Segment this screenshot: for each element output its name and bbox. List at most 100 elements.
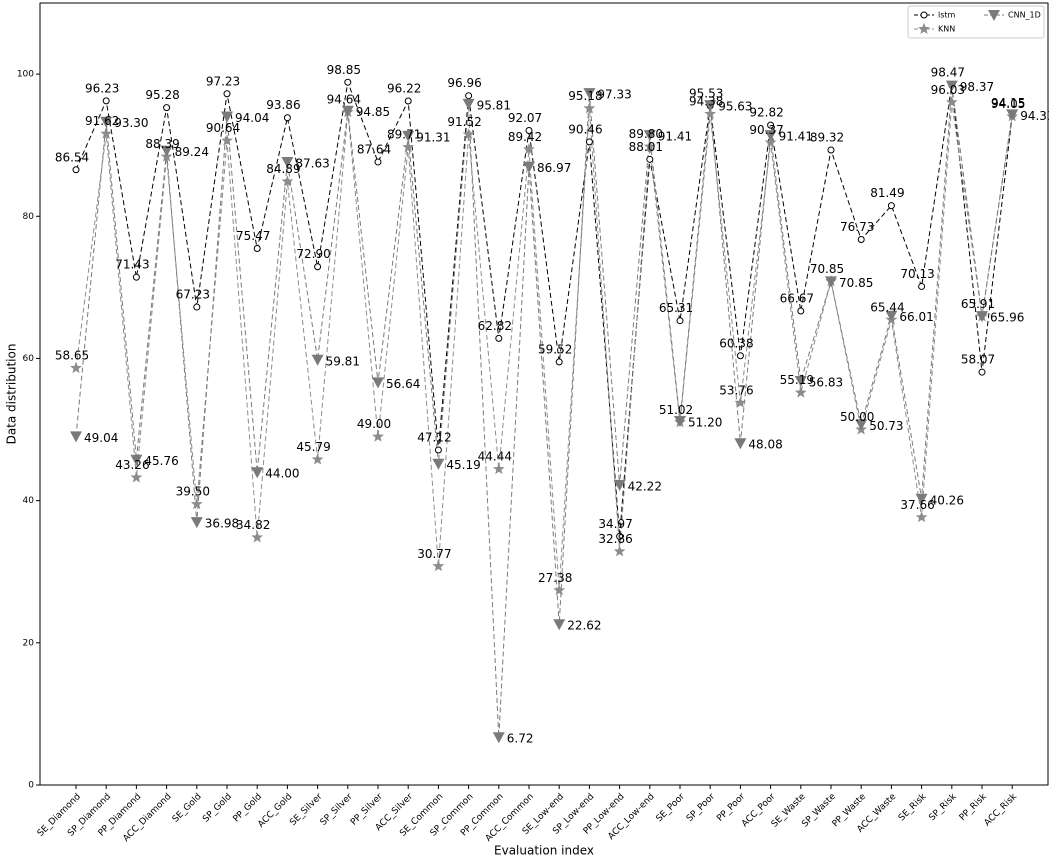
data-label: 62.82 <box>478 319 512 333</box>
data-label: 70.13 <box>900 267 934 281</box>
data-label: 88.39 <box>145 137 179 151</box>
marker <box>825 276 837 288</box>
marker <box>372 430 384 442</box>
marker <box>492 732 505 744</box>
marker <box>857 236 865 244</box>
x-tick-label: SP_Silver <box>319 792 355 828</box>
marker <box>163 104 171 112</box>
data-label: 45.76 <box>144 454 178 468</box>
x-tick-label: ACC_Risk <box>983 791 1020 828</box>
marker <box>102 97 110 105</box>
marker <box>253 244 261 252</box>
data-label: 37.66 <box>900 498 934 512</box>
y-tick-label: 80 <box>23 212 35 222</box>
marker <box>915 493 928 505</box>
x-axis-label: Evaluation index <box>494 844 594 858</box>
x-tick-label: SE_Poor <box>655 792 688 825</box>
data-label: 44.00 <box>265 467 299 481</box>
marker <box>794 375 807 387</box>
marker <box>434 446 442 454</box>
data-label: 95.18 <box>568 89 602 103</box>
data-label: 94.85 <box>356 105 390 119</box>
marker <box>945 96 958 108</box>
data-label: 91.41 <box>658 130 692 144</box>
y-tick-label: 20 <box>23 638 35 648</box>
data-label: 34.97 <box>598 517 632 531</box>
data-label: 89.80 <box>629 127 663 141</box>
marker <box>827 146 835 154</box>
data-label: 95.81 <box>477 98 511 112</box>
data-label: 32.86 <box>598 532 632 546</box>
data-label: 34.82 <box>236 518 270 532</box>
marker <box>344 78 352 86</box>
data-label: 71.43 <box>115 258 149 272</box>
series-line <box>75 85 1013 738</box>
data-label: 75.47 <box>236 229 270 243</box>
legend-label: CNN_1D <box>1008 11 1041 20</box>
legend-label: lstm <box>938 11 956 20</box>
marker <box>885 310 898 322</box>
data-label: 72.90 <box>296 247 330 261</box>
data-label: 45.19 <box>446 458 480 472</box>
data-label: 40.26 <box>930 493 964 507</box>
data-label: 89.42 <box>508 130 542 144</box>
data-label: 42.22 <box>628 479 662 493</box>
data-label: 93.86 <box>266 98 300 112</box>
marker <box>915 511 928 523</box>
data-label: 91.41 <box>779 130 813 144</box>
marker <box>764 130 777 142</box>
data-label: 39.50 <box>176 485 210 499</box>
data-label: 6.72 <box>507 732 534 746</box>
data-label: 47.12 <box>417 431 451 445</box>
marker <box>374 158 382 166</box>
x-tick-label: SP_Risk <box>927 791 959 823</box>
marker <box>523 161 535 173</box>
data-label: 86.54 <box>55 150 89 164</box>
marker <box>190 517 203 529</box>
data-label: 65.31 <box>659 301 693 315</box>
data-label: 50.73 <box>869 419 903 433</box>
marker <box>704 100 717 112</box>
y-tick-label: 40 <box>23 496 35 506</box>
marker <box>613 545 626 557</box>
marker <box>734 438 747 450</box>
data-label: 67.23 <box>176 288 210 302</box>
marker <box>794 386 807 398</box>
data-label: 90.37 <box>749 123 783 137</box>
data-label: 55.19 <box>780 373 814 387</box>
marker <box>100 127 113 139</box>
marker <box>311 453 324 465</box>
marker <box>281 175 294 187</box>
data-label: 90.64 <box>206 121 240 135</box>
marker <box>797 307 805 315</box>
marker <box>462 128 475 140</box>
data-label: 60.38 <box>719 336 753 350</box>
legend-frame <box>907 5 1045 39</box>
marker <box>613 479 626 491</box>
marker <box>70 361 82 374</box>
marker <box>100 116 113 128</box>
plot-frame <box>39 2 1049 786</box>
marker <box>525 126 533 134</box>
y-tick-label: 60 <box>23 354 35 364</box>
data-label: 22.62 <box>567 619 601 633</box>
data-label: 51.20 <box>688 416 722 430</box>
data-label: 96.22 <box>387 81 421 95</box>
data-label: 87.64 <box>357 142 391 156</box>
marker <box>221 111 233 123</box>
marker <box>281 157 294 169</box>
data-label: 65.91 <box>961 297 995 311</box>
marker <box>674 416 686 428</box>
x-tick-label: SE_Gold <box>171 792 204 825</box>
marker <box>643 140 656 152</box>
data-label: 98.47 <box>931 65 965 79</box>
marker <box>465 92 473 100</box>
y-axis-label: Data distribution <box>5 344 19 445</box>
data-label: 96.23 <box>85 81 119 95</box>
data-label: 45.79 <box>296 440 330 454</box>
marker <box>616 532 624 540</box>
marker <box>432 560 445 572</box>
marker <box>193 303 201 311</box>
marker <box>402 141 415 153</box>
